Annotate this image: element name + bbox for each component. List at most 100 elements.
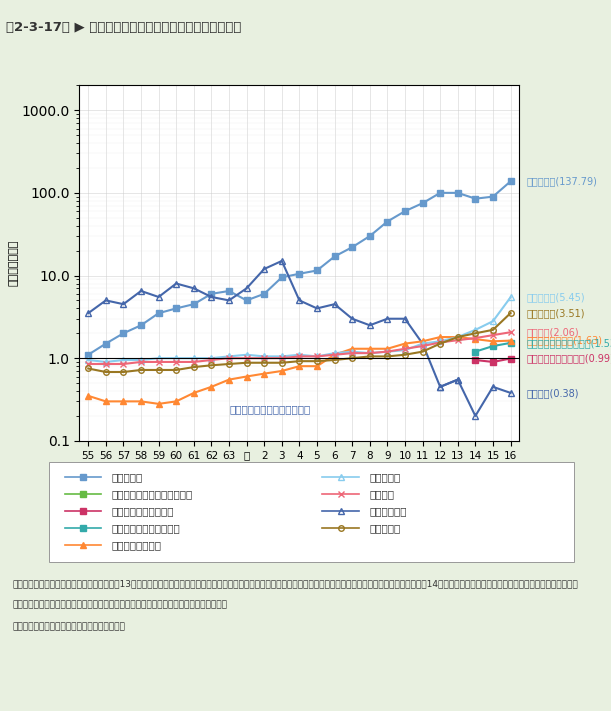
- Line: 医薬品工業: 医薬品工業: [85, 294, 514, 365]
- 医薬品工業: [436, 337, 444, 346]
- 医薬品工業: [401, 346, 409, 354]
- 通信・電子・電気計測器工業: [348, 314, 356, 323]
- 医薬品工業: [208, 354, 215, 363]
- 製造業合計: [419, 348, 426, 356]
- 化学工業: [401, 345, 409, 353]
- Text: 資料：総務省統計局「科学技術研究調査報告」: 資料：総務省統計局「科学技術研究調査報告」: [12, 622, 125, 631]
- 医薬品工業: [384, 348, 391, 356]
- 化学工業: [507, 328, 514, 336]
- 化学工業: [366, 349, 373, 358]
- 電子部品・デバイス工業: [507, 338, 514, 347]
- Text: 電子部品・デバイス工業: 電子部品・デバイス工業: [112, 523, 181, 533]
- Text: 通信・電子・電気計測器工業: 通信・電子・電気計測器工業: [229, 404, 310, 414]
- Text: 医薬品工業(5.45): 医薬品工業(5.45): [526, 292, 585, 302]
- 化学工業: [120, 360, 127, 368]
- 化学工業: [296, 352, 303, 360]
- 医薬品工業: [225, 352, 233, 360]
- 通信・電子・電気計測器工業: [313, 304, 321, 313]
- 化学工業: [348, 349, 356, 358]
- 化学工業: [137, 358, 145, 366]
- 電気機械器具工業: [190, 389, 197, 397]
- 電気機械器具工業: [225, 375, 233, 384]
- 通信・電子・電気計測器工業: [120, 300, 127, 309]
- Text: 第2-3-17図 ▶ 我が国の主要業種の技術貿易収支比の推移: 第2-3-17図 ▶ 我が国の主要業種の技術貿易収支比の推移: [6, 21, 241, 34]
- Line: 自動車工業: 自動車工業: [86, 178, 513, 358]
- Text: 製造業合計(3.51): 製造業合計(3.51): [526, 308, 585, 318]
- 製造業合計: [155, 365, 163, 374]
- 情報通信機械器具工業: [489, 358, 497, 366]
- 化学工業: [102, 360, 109, 368]
- 自動車工業: [190, 300, 197, 309]
- 通信・電子・電気計測器工業: [384, 314, 391, 323]
- 電気機械器具工業: [507, 336, 514, 345]
- 自動車工業: [120, 329, 127, 338]
- 化学工業: [260, 354, 268, 363]
- 医薬品工業: [419, 339, 426, 348]
- 医薬品工業: [84, 356, 92, 364]
- 化学工業: [225, 354, 233, 363]
- 自動車工業: [137, 321, 145, 329]
- 自動車工業: [155, 309, 163, 318]
- Text: 通信・電子・電気計測器工業: 通信・電子・電気計測器工業: [112, 489, 193, 499]
- 化学工業: [243, 354, 251, 363]
- 化学工業: [436, 338, 444, 347]
- Text: 電気機械器具工業(1.63): 電気機械器具工業(1.63): [526, 336, 602, 346]
- Line: 情報通信機械器具工業: 情報通信機械器具工業: [472, 356, 513, 365]
- 医薬品工業: [155, 354, 163, 363]
- Text: 非製造業合計: 非製造業合計: [370, 506, 407, 516]
- 電子部品・デバイス工業: [472, 348, 479, 356]
- 電気機械器具工業: [419, 337, 426, 346]
- 自動車工業: [102, 339, 109, 348]
- 製造業合計: [348, 354, 356, 363]
- 化学工業: [313, 352, 321, 360]
- 自動車工業: [84, 351, 92, 359]
- 医薬品工業: [120, 356, 127, 364]
- 通信・電子・電気計測器工業: [190, 284, 197, 293]
- 製造業合計: [436, 339, 444, 348]
- 化学工業: [190, 358, 197, 366]
- 通信・電子・電気計測器工業: [401, 314, 409, 323]
- 製造業合計: [313, 357, 321, 365]
- 医薬品工業: [278, 352, 285, 360]
- 通信・電子・電気計測器工業: [102, 296, 109, 304]
- Text: 電気機械器具工業: 電気機械器具工業: [112, 540, 162, 550]
- 化学工業: [208, 356, 215, 364]
- Line: 化学工業: 化学工業: [85, 328, 514, 368]
- 通信・電子・電気計測器工業: [208, 293, 215, 301]
- 製造業合計: [102, 368, 109, 376]
- Y-axis label: （輸出／輸入）: （輸出／輸入）: [9, 240, 19, 287]
- 電気機械器具工業: [366, 345, 373, 353]
- FancyBboxPatch shape: [49, 462, 574, 562]
- 通信・電子・電気計測器工業: [454, 375, 461, 384]
- Text: 化学工業: 化学工業: [370, 489, 395, 499]
- 情報通信機械器具工業: [507, 354, 514, 363]
- 通信・電子・電気計測器工業: [172, 279, 180, 288]
- 自動車工業: [401, 207, 409, 215]
- 自動車工業: [507, 177, 514, 186]
- Text: 昭和: 昭和: [79, 479, 93, 489]
- 電気機械器具工業: [208, 383, 215, 391]
- 化学工業: [331, 351, 338, 359]
- 自動車工業: [278, 273, 285, 282]
- 自動車工業: [172, 304, 180, 313]
- 医薬品工業: [243, 351, 251, 359]
- 電気機械器具工業: [278, 367, 285, 375]
- 自動車工業: [436, 188, 444, 197]
- 製造業合計: [208, 361, 215, 370]
- 自動車工業: [208, 289, 215, 298]
- 製造業合計: [401, 351, 409, 359]
- 電気機械器具工業: [260, 369, 268, 378]
- 自動車工業: [225, 287, 233, 295]
- 化学工業: [384, 348, 391, 356]
- 自動車工業: [419, 199, 426, 208]
- 製造業合計: [190, 363, 197, 371]
- Text: 非製造業(0.38): 非製造業(0.38): [526, 388, 579, 398]
- 製造業合計: [454, 333, 461, 341]
- 製造業合計: [507, 309, 514, 317]
- 医薬品工業: [489, 317, 497, 326]
- 電気機械器具工業: [489, 337, 497, 346]
- 医薬品工業: [472, 326, 479, 334]
- 化学工業: [419, 342, 426, 351]
- 製造業合計: [225, 360, 233, 368]
- 通信・電子・電気計測器工業: [331, 300, 338, 309]
